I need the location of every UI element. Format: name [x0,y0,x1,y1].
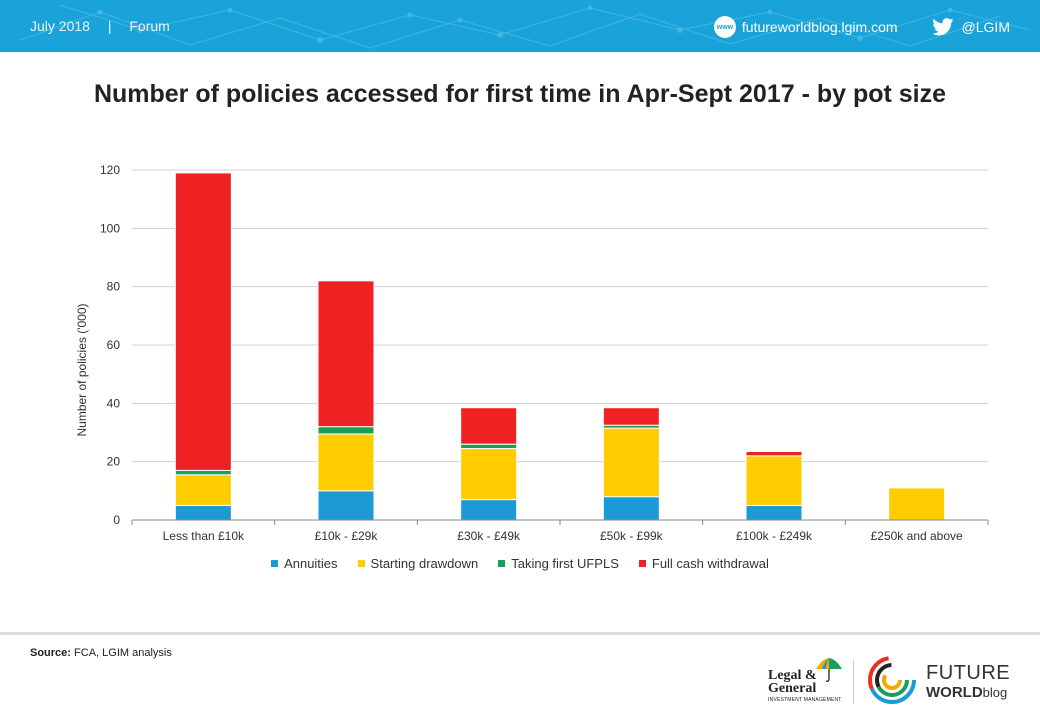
header-left: July 2018 | Forum [30,18,170,34]
y-tick-label: 80 [107,280,121,294]
fw-line2: WORLDblog [926,684,1007,701]
chart-legend: Annuities Starting drawdown Taking first U… [0,556,1040,571]
bar-segment [888,487,946,521]
y-tick-label: 40 [107,396,121,410]
x-tick-label: £250k and above [871,529,963,543]
bar-segment [602,496,660,521]
lg-wordmark: Legal & General [768,668,817,696]
twitter-icon[interactable] [931,18,954,36]
header-section-link[interactable]: Forum [129,18,170,34]
bar-segment [317,280,375,428]
source-text: FCA, LGIM analysis [74,647,172,659]
legend-label: Annuities [284,556,338,571]
legend-item: Full cash withdrawal [638,556,769,571]
legend-item: Taking first UFPLS [498,556,619,571]
source-note: Source: FCA, LGIM analysis [30,647,172,659]
y-tick-label: 60 [107,338,121,352]
legend-item: Annuities [271,556,338,571]
logo-divider [853,660,854,704]
bar-segment [460,443,518,450]
header-separator: | [107,18,112,34]
bar-segment [174,172,232,471]
header-date: July 2018 [30,18,90,34]
legend-swatch [638,560,646,567]
fw-line2-blog: blog [982,685,1008,700]
website-link[interactable]: futureworldblog.lgim.com [741,19,898,35]
future-world-blog-logo: FUTURE WORLDblog [866,654,1026,706]
bar-segment [174,474,232,506]
umbrella-icon [816,658,842,682]
bar-segment [460,407,518,445]
future-world-rings-icon [868,656,916,704]
bar-segment [317,490,375,521]
bar-segment [745,455,803,506]
fw-line2-world: WORLD [926,684,983,701]
bar-segment [317,433,375,492]
header-right: www futureworldblog.lgim.com @LGIM [713,16,1010,38]
footer-divider [0,632,1040,635]
bar-segment [174,504,232,521]
x-tick-label: Less than £10k [163,529,245,543]
lg-line1: Legal & [768,668,817,683]
legend-swatch [498,560,506,567]
bar-segment [460,448,518,501]
bar-segment [460,499,518,521]
bar-segment [602,407,660,426]
legend-label: Taking first UFPLS [511,556,619,571]
x-tick-label: £30k - £49k [457,529,521,543]
legal-general-logo: Legal & General INVESTMENT MANAGEMENT [768,655,858,705]
y-axis-label: Number of policies ('000) [75,303,89,436]
axes: 0 20 40 60 80 100 120 Less than £10k £10k - £29k… [100,163,989,543]
bar-segment [602,427,660,498]
network-pattern-decoration [19,4,1031,49]
source-label: Source: [30,647,71,659]
stacked-bar-chart: 0 20 40 60 80 100 120 Less than £10k £10k - £29k… [75,163,989,543]
x-tick-label: £10k - £29k [315,529,379,543]
y-tick-label: 100 [100,221,120,235]
fw-line1: FUTURE [926,662,1011,684]
legend-label: Starting drawdown [370,556,479,571]
grid-lines [132,169,988,463]
bar-segment [745,504,803,521]
chart-title: Number of policies accessed for first ti… [93,80,947,108]
legend-swatch [271,560,279,567]
legend-label: Full cash withdrawal [651,556,769,571]
x-tick-label: £50k - £99k [600,529,664,543]
lg-line2: General [768,681,817,696]
y-tick-label: 20 [107,455,121,469]
x-tick-label: £100k - £249k [736,529,813,543]
y-tick-label: 0 [113,513,120,527]
legend-item: Starting drawdown [357,556,479,571]
bar-segment [745,450,803,457]
globe-icon: www [713,16,736,38]
bar-segment [317,426,375,435]
y-tick-label: 120 [100,163,120,177]
bar-segment [174,469,232,476]
bars [174,172,946,521]
twitter-handle-link[interactable]: @LGIM [961,19,1010,35]
legend-swatch [357,560,365,567]
lg-subtitle: INVESTMENT MANAGEMENT [768,697,842,703]
header-bar: July 2018 | Forum www futureworldblog.lg… [0,0,1040,52]
